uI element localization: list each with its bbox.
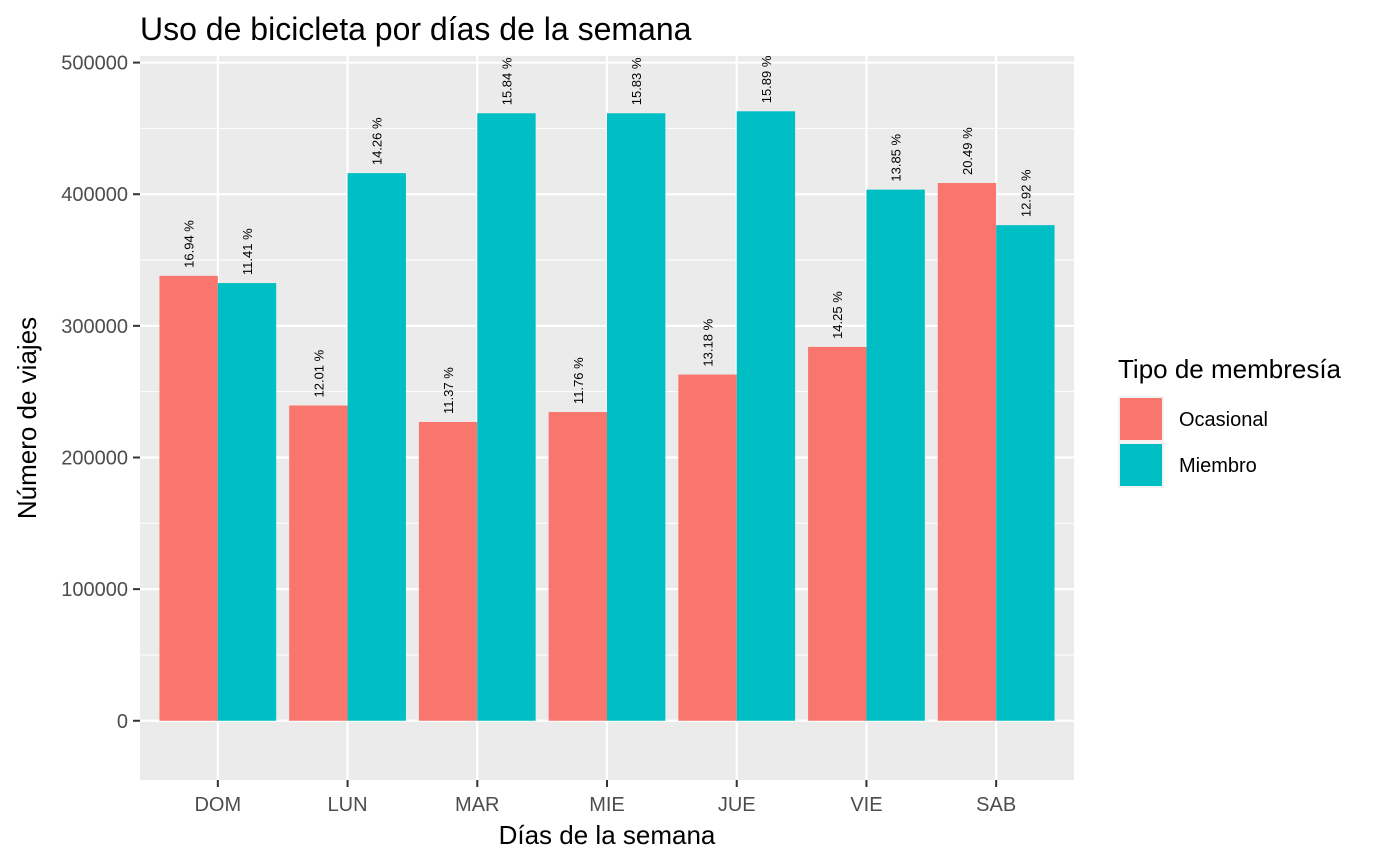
bar-value-label: 20.49 % [960,127,975,175]
x-tick-label: LUN [328,794,368,816]
legend-key-miembro [1120,444,1162,486]
x-tick-label: MAR [455,794,499,816]
legend-key-ocasional [1120,398,1162,440]
bars [159,111,1055,721]
bar-value-label: 13.85 % [889,133,904,181]
bar-ocasional-jue [678,374,737,721]
y-axis-title: Número de viajes [12,317,42,519]
bar-ocasional-mie [548,412,607,721]
bar-ocasional-sab [937,183,997,721]
bar-value-label: 15.83 % [629,57,644,105]
x-tick-label: DOM [194,794,241,816]
y-tick-label: 400000 [61,184,128,206]
legend: Tipo de membresía Ocasional Miembro [1118,354,1342,488]
legend-label: Miembro [1179,455,1257,477]
bar-value-label: 16.94 % [182,220,197,268]
bar-value-label: 11.41 % [240,228,255,275]
y-tick-label: 500000 [61,53,128,75]
y-tick-label: 200000 [61,447,128,469]
bar-miembro-jue [736,111,796,721]
x-axis-title: Días de la semana [499,820,716,850]
chart-title: Uso de bicicleta por días de la semana [140,11,692,47]
bar-miembro-dom [217,283,277,721]
bar-value-label: 11.37 % [441,367,456,414]
x-tick-label: VIE [850,794,882,816]
bar-miembro-mar [477,113,536,721]
bar-ocasional-lun [289,405,348,721]
x-axis: DOM LUN MAR MIE JUE VIE SAB [194,780,1016,816]
bar-ocasional-dom [159,275,218,721]
bar-value-label: 12.92 % [1018,169,1033,217]
y-tick-label: 0 [117,711,128,733]
y-axis: 0 100000 200000 300000 400000 500000 [61,53,140,733]
bar-miembro-sab [996,225,1055,721]
bar-miembro-vie [866,189,925,721]
legend-label: Ocasional [1179,409,1268,431]
legend-title: Tipo de membresía [1118,354,1342,384]
x-tick-label: JUE [718,794,756,816]
bar-value-label: 15.89 % [759,55,774,103]
x-tick-label: MIE [589,794,625,816]
bar-ocasional-vie [808,346,867,721]
x-tick-label: SAB [976,794,1016,816]
bar-value-label: 13.18 % [701,318,716,366]
y-tick-label: 300000 [61,316,128,338]
bar-ocasional-mar [418,421,478,721]
bar-miembro-lun [347,173,406,721]
bar-value-labels: 16.94 % 12.01 % 11.37 % 11.76 % 13.18 % 14.25… [182,55,1034,414]
bar-value-label: 12.01 % [311,349,326,397]
bar-value-label: 11.76 % [571,357,586,404]
y-tick-label: 100000 [61,579,128,601]
bar-value-label: 14.26 % [370,117,385,165]
bar-value-label: 15.84 % [499,57,514,105]
bar-value-label: 14.25 % [830,291,845,339]
bar-miembro-mie [607,113,666,721]
